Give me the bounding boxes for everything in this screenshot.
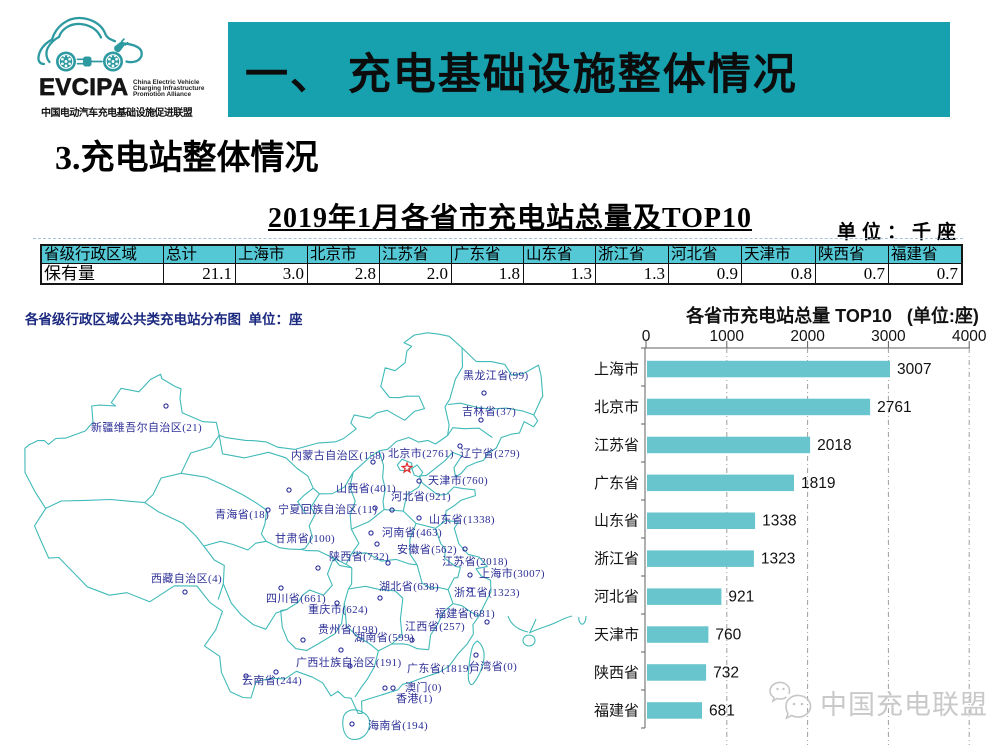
svg-text:2761: 2761 xyxy=(877,399,911,416)
svg-text:北京市(2761): 北京市(2761) xyxy=(388,446,454,460)
svg-text:江西省(257): 江西省(257) xyxy=(405,620,465,633)
svg-text:青海省(18): 青海省(18) xyxy=(215,507,269,521)
svg-text:湖南省(599): 湖南省(599) xyxy=(354,631,414,644)
svg-text:河南省(463): 河南省(463) xyxy=(382,526,442,539)
svg-text:1819: 1819 xyxy=(801,475,835,492)
svg-text:香港(1): 香港(1) xyxy=(396,692,433,705)
svg-text:福建省: 福建省 xyxy=(594,702,639,719)
svg-text:陕西省: 陕西省 xyxy=(594,664,639,681)
svg-text:2018: 2018 xyxy=(817,437,851,454)
svg-text:浙江省(1323): 浙江省(1323) xyxy=(454,586,520,599)
svg-text:广东省: 广东省 xyxy=(594,475,639,492)
svg-text:天津市(760): 天津市(760) xyxy=(428,473,488,487)
svg-text:云南省(244): 云南省(244) xyxy=(242,674,302,687)
svg-text:1338: 1338 xyxy=(762,513,796,530)
svg-text:辽宁省(279): 辽宁省(279) xyxy=(460,446,520,460)
svg-text:江苏省(2018): 江苏省(2018) xyxy=(442,555,508,568)
svg-text:新疆维吾尔自治区(21): 新疆维吾尔自治区(21) xyxy=(91,420,202,434)
svg-text:0: 0 xyxy=(642,328,651,345)
svg-text:上海市(3007): 上海市(3007) xyxy=(479,566,545,580)
svg-text:北京市: 北京市 xyxy=(594,399,639,416)
svg-text:宁夏回族自治区(11): 宁夏回族自治区(11) xyxy=(278,502,377,516)
svg-text:广西壮族自治区(191): 广西壮族自治区(191) xyxy=(296,655,402,669)
svg-text:浙江省: 浙江省 xyxy=(594,551,639,568)
svg-text:福建省(681): 福建省(681) xyxy=(435,606,495,620)
svg-text:广东省(1819): 广东省(1819) xyxy=(407,662,473,675)
svg-text:台湾省(0): 台湾省(0) xyxy=(469,659,517,673)
svg-text:2000: 2000 xyxy=(790,328,825,345)
svg-text:1000: 1000 xyxy=(710,328,745,345)
svg-text:681: 681 xyxy=(709,702,735,719)
svg-text:河北省: 河北省 xyxy=(594,589,639,606)
svg-text:江苏省: 江苏省 xyxy=(594,437,639,454)
svg-text:760: 760 xyxy=(715,627,741,644)
svg-text:921: 921 xyxy=(728,589,754,606)
svg-text:吉林省(37): 吉林省(37) xyxy=(462,404,516,418)
svg-text:4000: 4000 xyxy=(952,328,987,345)
svg-text:四川省(661): 四川省(661) xyxy=(266,592,326,605)
svg-text:山西省(401): 山西省(401) xyxy=(336,482,396,495)
svg-text:1323: 1323 xyxy=(761,551,795,568)
svg-text:山东省: 山东省 xyxy=(594,513,639,530)
svg-text:陕西省(732): 陕西省(732) xyxy=(329,549,389,563)
svg-text:上海市: 上海市 xyxy=(594,361,639,378)
svg-text:3007: 3007 xyxy=(897,361,931,378)
svg-text:天津市: 天津市 xyxy=(594,627,639,644)
svg-text:甘肃省(100): 甘肃省(100) xyxy=(275,532,335,545)
svg-text:3000: 3000 xyxy=(871,328,906,345)
svg-text:重庆市(624): 重庆市(624) xyxy=(308,602,368,616)
svg-text:河北省(921): 河北省(921) xyxy=(391,490,451,503)
svg-text:安徽省(562): 安徽省(562) xyxy=(397,542,457,556)
svg-text:贵州省(198): 贵州省(198) xyxy=(318,623,378,636)
svg-text:澳门(0): 澳门(0) xyxy=(405,680,442,694)
svg-text:西藏自治区(4): 西藏自治区(4) xyxy=(151,571,222,585)
svg-text:山东省(1338): 山东省(1338) xyxy=(429,513,495,526)
svg-text:黑龙江省(99): 黑龙江省(99) xyxy=(463,369,529,382)
svg-text:732: 732 xyxy=(713,664,739,681)
svg-text:湖北省(638): 湖北省(638) xyxy=(379,580,439,593)
svg-text:内蒙古自治区(158): 内蒙古自治区(158) xyxy=(291,448,385,462)
svg-text:海南省(194): 海南省(194) xyxy=(368,718,428,732)
